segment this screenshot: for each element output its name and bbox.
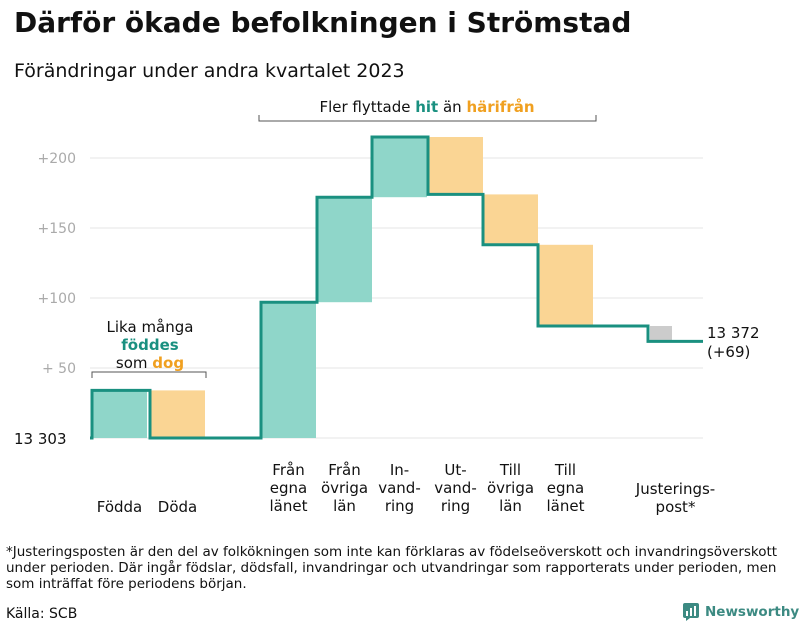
category-label: egna [270, 479, 307, 497]
migration-harifran: härifrån [466, 98, 534, 116]
newsworthy-logo-text: Newsworthy [705, 604, 800, 620]
category-label: vand- [434, 479, 477, 497]
category-label: Födda [97, 498, 143, 516]
population-step-line [90, 135, 703, 440]
y-tick-label: +200 [38, 151, 76, 167]
base-value-label: 13 303 [14, 430, 67, 448]
waterfall-bar [92, 390, 147, 438]
migration-bracket [258, 115, 597, 122]
waterfall-chart: + 50 +100 +150 +200 13 303 13 372(+69) Födda Dö… [14, 98, 760, 516]
category-label: In- [390, 461, 409, 479]
newsworthy-logo-icon [683, 603, 699, 621]
migration-annotation-text: än [438, 98, 466, 116]
category-label: ring [385, 497, 414, 515]
migration-annotation-text: Fler flyttade [319, 98, 415, 116]
chart-subtitle: Förändringar under andra kvartalet 2023 [14, 60, 405, 82]
source-label: Källa: SCB [6, 606, 78, 622]
category-label: egna [547, 479, 584, 497]
waterfall-bar [372, 137, 427, 198]
category-label: Från [272, 461, 304, 479]
waterfall-bar [650, 326, 672, 342]
category-label: övriga [487, 479, 534, 497]
end-value-label: 13 372 [707, 324, 760, 342]
end-change-label: (+69) [707, 343, 750, 361]
category-label: Till [554, 461, 576, 479]
category-label: länet [270, 497, 308, 515]
footnote: *Justeringsposten är den del av folkökni… [6, 544, 778, 592]
migration-hit: hit [415, 98, 438, 116]
category-label: Från [328, 461, 360, 479]
waterfall-bar [317, 197, 372, 303]
y-tick-label: + 50 [42, 361, 76, 377]
y-tick-label: +100 [38, 291, 76, 307]
y-tick-label: +150 [38, 221, 76, 237]
births-annotation-text: som [116, 354, 152, 372]
births-bracket [91, 371, 207, 378]
category-label: länet [547, 497, 585, 515]
waterfall-bar [538, 244, 593, 326]
waterfall-bar [150, 390, 205, 438]
category-label: ring [441, 497, 470, 515]
category-label: län [499, 497, 522, 515]
waterfall-bar [261, 302, 316, 438]
waterfall-bar [483, 194, 538, 245]
births-annotation-fodda: föddes [121, 336, 178, 354]
category-label: Justerings- [635, 480, 715, 498]
category-label: Döda [158, 498, 197, 516]
births-annotation-line3: som dog [116, 354, 184, 372]
births-annotation-line1: Lika många [107, 318, 194, 336]
category-label: vand- [378, 479, 421, 497]
newsworthy-logo: Newsworthy [683, 603, 799, 621]
births-annotation-dog: dog [152, 354, 184, 372]
category-label: län [333, 497, 356, 515]
category-label: övriga [321, 479, 368, 497]
category-label: post* [656, 498, 696, 516]
category-label: Ut- [444, 461, 466, 479]
chart-title: Därför ökade befolkningen i Strömstad [14, 6, 632, 39]
category-label: Till [499, 461, 521, 479]
waterfall-bar [428, 137, 483, 195]
migration-annotation: Fler flyttade hit än härifrån [319, 98, 534, 116]
